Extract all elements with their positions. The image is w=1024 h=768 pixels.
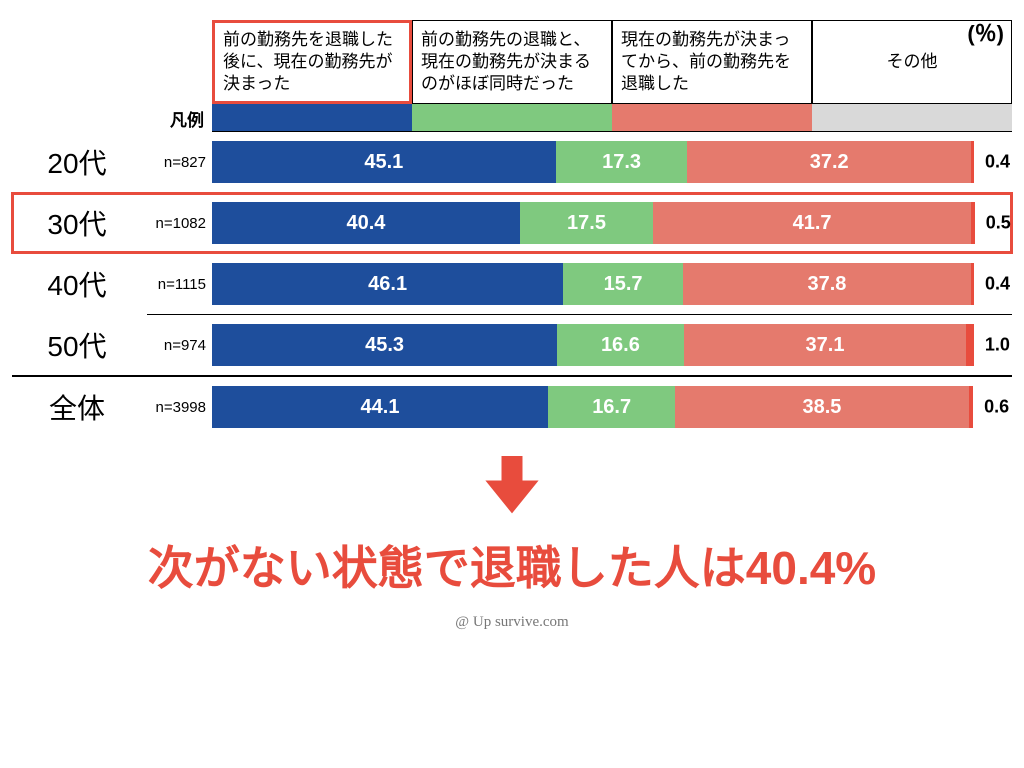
- bar-segment-0: 45.3: [212, 324, 557, 366]
- n-label: n=3998: [142, 399, 212, 416]
- unit-label: (％): [967, 16, 1004, 48]
- outside-value-label: 0.6: [984, 397, 1009, 418]
- header-cell-2: 現在の勤務先が決まってから、前の勤務先を退職した: [612, 20, 812, 104]
- age-label: 全体: [12, 387, 142, 427]
- bar-container: 46.115.737.80.4: [212, 263, 1012, 305]
- legend-swatch-2: [612, 104, 812, 132]
- bar-segment-3: 0.4: [971, 263, 974, 305]
- bar-segment-3: 0.6: [969, 386, 974, 428]
- n-label: n=974: [142, 337, 212, 354]
- bar-segment-2: 41.7: [653, 202, 971, 244]
- headline-text: 次がない状態で退職した人は40.4%: [12, 532, 1012, 598]
- bar-segment-1: 16.7: [548, 386, 675, 428]
- data-row-全体: 全体n=399844.116.738.50.6: [12, 377, 1012, 437]
- legend-swatch-1: [412, 104, 612, 132]
- outside-value-label: 0.5: [986, 213, 1011, 234]
- chart-container: (％) 前の勤務先を退職した後に、現在の勤務先が決まった前の勤務先の退職と、現在…: [12, 20, 1012, 631]
- data-row-50代: 50代n=97445.316.637.11.0: [12, 315, 1012, 375]
- outside-value-label: 0.4: [985, 274, 1010, 295]
- data-row-20代: 20代n=82745.117.337.20.4: [12, 132, 1012, 192]
- bar-container: 45.117.337.20.4: [212, 141, 1012, 183]
- bar-segment-0: 45.1: [212, 141, 556, 183]
- n-label: n=1082: [142, 215, 212, 232]
- outside-value-label: 1.0: [985, 335, 1010, 356]
- bar-segment-0: 46.1: [212, 263, 563, 305]
- legend-swatch-0: [212, 104, 412, 132]
- bar-segment-1: 15.7: [563, 263, 683, 305]
- outside-value-label: 0.4: [985, 152, 1010, 173]
- n-label: n=827: [142, 154, 212, 171]
- bar-segment-3: 0.5: [971, 202, 975, 244]
- bar-container: 45.316.637.11.0: [212, 324, 1012, 366]
- n-label: n=1115: [142, 276, 212, 293]
- bar-segment-2: 38.5: [675, 386, 968, 428]
- arrow-container: [12, 449, 1012, 524]
- bar-segment-1: 16.6: [557, 324, 683, 366]
- header-cell-0: 前の勤務先を退職した後に、現在の勤務先が決まった: [212, 20, 412, 104]
- bar-container: 40.417.541.70.5: [212, 202, 1012, 244]
- bar-segment-3: 1.0: [966, 324, 974, 366]
- legend-swatch-3: [812, 104, 1012, 132]
- legend-row: 凡例: [12, 104, 1012, 132]
- bar-segment-0: 44.1: [212, 386, 548, 428]
- attribution: @ Up survive.com: [12, 614, 1012, 631]
- data-rows: 20代n=82745.117.337.20.430代n=108240.417.5…: [12, 132, 1012, 437]
- data-row-40代: 40代n=111546.115.737.80.4: [12, 254, 1012, 314]
- bar-segment-0: 40.4: [212, 202, 520, 244]
- age-label: 20代: [12, 142, 142, 182]
- bar-container: 44.116.738.50.6: [212, 386, 1012, 428]
- age-label: 40代: [12, 264, 142, 304]
- bar-segment-1: 17.5: [520, 202, 653, 244]
- legend-label: 凡例: [12, 106, 212, 131]
- down-arrow-icon: [477, 449, 547, 519]
- legend-swatches: [212, 104, 1012, 132]
- bar-segment-1: 17.3: [556, 141, 688, 183]
- bar-segment-3: 0.4: [971, 141, 974, 183]
- header-row: 前の勤務先を退職した後に、現在の勤務先が決まった前の勤務先の退職と、現在の勤務先…: [212, 20, 1012, 104]
- bar-segment-2: 37.8: [683, 263, 971, 305]
- bar-segment-2: 37.1: [684, 324, 967, 366]
- age-label: 50代: [12, 325, 142, 365]
- age-label: 30代: [12, 203, 142, 243]
- header-cell-1: 前の勤務先の退職と、現在の勤務先が決まるのがほぼ同時だった: [412, 20, 612, 104]
- data-row-30代: 30代n=108240.417.541.70.5: [12, 193, 1012, 253]
- bar-segment-2: 37.2: [687, 141, 970, 183]
